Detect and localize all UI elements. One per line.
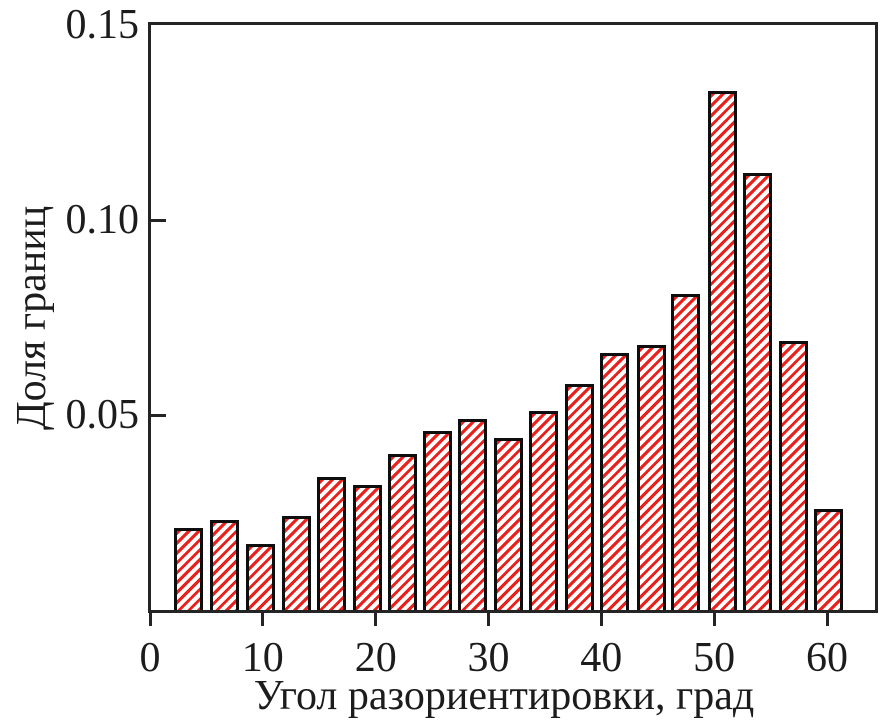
bar xyxy=(742,173,772,610)
bar xyxy=(565,383,595,610)
bar xyxy=(317,477,347,610)
bar xyxy=(246,543,276,610)
x-axis-tick xyxy=(374,613,378,626)
x-axis-tick xyxy=(599,613,603,626)
plot-area xyxy=(148,22,878,613)
y-tick-label: 0.15 xyxy=(65,2,140,48)
x-axis-tick xyxy=(825,613,829,626)
bar xyxy=(173,528,203,610)
y-tick-label: 0.10 xyxy=(65,197,140,243)
bar xyxy=(210,520,239,610)
bar xyxy=(671,294,701,610)
x-tick-label: 30 xyxy=(467,635,510,681)
bar xyxy=(458,418,488,610)
x-axis-tick xyxy=(261,613,265,626)
bar xyxy=(282,516,312,610)
x-tick-label: 20 xyxy=(354,635,397,681)
y-axis-tick xyxy=(151,218,166,222)
x-axis-tick xyxy=(712,613,716,626)
bar xyxy=(423,430,453,610)
bar xyxy=(353,485,383,610)
x-axis-title: Угол разориентировки, град xyxy=(253,673,755,719)
x-tick-label: 10 xyxy=(241,635,284,681)
x-axis-tick xyxy=(148,613,152,626)
bar xyxy=(813,508,843,610)
y-tick-label: 0.05 xyxy=(65,392,140,438)
bar xyxy=(707,91,737,610)
x-tick-label: 0 xyxy=(139,635,161,681)
x-axis-tick xyxy=(487,613,490,626)
bar xyxy=(636,344,666,610)
bar xyxy=(778,340,808,610)
bar xyxy=(600,352,630,610)
x-tick-label: 40 xyxy=(580,635,623,681)
y-axis-tick xyxy=(151,413,166,417)
bar xyxy=(388,454,418,610)
x-tick-label: 50 xyxy=(693,635,736,681)
bar xyxy=(529,411,559,610)
bar xyxy=(494,438,524,610)
x-tick-label: 60 xyxy=(806,635,848,681)
